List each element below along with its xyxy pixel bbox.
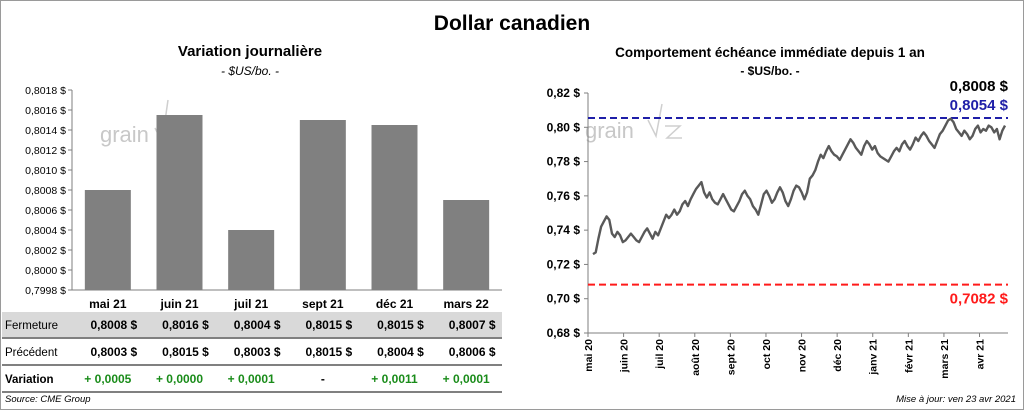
watermark-mark xyxy=(665,125,682,139)
bar xyxy=(84,190,131,290)
line-y-tick-label: 0,82 $ xyxy=(547,86,581,100)
table-cell: 0,8015 $ xyxy=(305,345,352,359)
bar xyxy=(371,125,418,290)
table-cell: 0,8004 $ xyxy=(234,318,281,332)
table-cell: + 0,0011 xyxy=(371,372,418,386)
bar-y-tick-label: 0,8008 $ xyxy=(25,185,66,197)
line-x-tick-label: oct 20 xyxy=(761,339,773,370)
table-cell: 0,8015 $ xyxy=(162,345,209,359)
line-x-tick-label: août 20 xyxy=(690,339,702,376)
watermark-mark xyxy=(647,103,663,139)
bar-y-tick-label: 0,8014 $ xyxy=(25,125,66,137)
line-y-tick-label: 0,72 $ xyxy=(547,257,581,271)
line-x-tick-label: janv 21 xyxy=(868,339,880,376)
table-cell: 0,8016 $ xyxy=(162,318,209,332)
price-series-line xyxy=(592,117,1007,256)
table-cell: - xyxy=(321,372,325,386)
table-cell: 0,8015 $ xyxy=(377,318,424,332)
line-y-tick-label: 0,78 $ xyxy=(547,155,581,169)
line-chart-subtitle: - $US/bo. - xyxy=(740,64,800,78)
table-cell: 0,8003 $ xyxy=(234,345,281,359)
bar xyxy=(443,200,490,290)
line-y-tick-label: 0,68 $ xyxy=(547,326,581,340)
line-x-tick-label: déc 20 xyxy=(832,339,844,372)
table-cell: 0,8003 $ xyxy=(90,345,137,359)
bar-y-tick-label: 0,8018 $ xyxy=(25,85,66,97)
table-row-label: Fermeture xyxy=(5,320,58,332)
line-x-tick-label: nov 20 xyxy=(797,339,809,372)
table-cell: 0,8006 $ xyxy=(449,345,496,359)
bar-category-label: déc 21 xyxy=(376,297,414,311)
bar-category-label: juin 21 xyxy=(159,297,198,311)
table-cell: + 0,0005 xyxy=(84,372,131,386)
bar-category-label: mai 21 xyxy=(89,297,127,311)
table-cell: + 0,0001 xyxy=(443,372,490,386)
bar-category-label: sept 21 xyxy=(302,297,344,311)
bar-chart-subtitle: - $US/bo. - xyxy=(220,64,280,78)
line-x-tick-label: juin 20 xyxy=(619,339,631,373)
bar-y-tick-label: 0,8012 $ xyxy=(25,145,66,157)
table-cell: 0,8015 $ xyxy=(305,318,352,332)
line-y-tick-label: 0,74 $ xyxy=(547,223,581,237)
table-row-shade xyxy=(2,312,502,337)
bar-chart-title: Variation journalière xyxy=(177,43,323,60)
bar-y-tick-label: 0,8016 $ xyxy=(25,105,66,117)
bar-category-label: mars 22 xyxy=(443,297,489,311)
bar-y-tick-label: 0,8006 $ xyxy=(25,205,66,217)
line-y-tick-label: 0,80 $ xyxy=(547,120,581,134)
update-note: Mise à jour: ven 23 avr 2021 xyxy=(896,394,1016,405)
line-x-tick-label: mars 21 xyxy=(939,339,951,379)
low-value-label: 0,7082 $ xyxy=(950,291,1009,308)
table-row-label: Variation xyxy=(5,374,54,386)
source-note: Source: CME Group xyxy=(5,394,91,405)
line-x-tick-label: juil 20 xyxy=(654,339,666,370)
bar-y-tick-label: 0,8004 $ xyxy=(25,225,66,237)
bar-y-tick-label: 0,8010 $ xyxy=(25,165,66,177)
line-x-tick-label: avr 21 xyxy=(975,339,987,370)
line-x-tick-label: sept 20 xyxy=(725,339,737,375)
last-value-label: 0,8008 $ xyxy=(950,78,1009,95)
bar xyxy=(299,120,346,290)
table-cell: 0,8004 $ xyxy=(377,345,424,359)
bar xyxy=(156,115,203,290)
page-title: Dollar canadien xyxy=(433,12,591,35)
bar-y-tick-label: 0,8002 $ xyxy=(25,245,66,257)
watermark-text: grain xyxy=(100,122,149,147)
bar xyxy=(228,230,275,290)
table-row-label: Précédent xyxy=(5,347,58,359)
line-y-tick-label: 0,70 $ xyxy=(547,292,581,306)
line-x-tick-label: mai 20 xyxy=(583,339,595,372)
bar-category-label: juil 21 xyxy=(233,297,268,311)
line-y-tick-label: 0,76 $ xyxy=(547,189,581,203)
table-cell: + 0,0001 xyxy=(228,372,275,386)
line-chart-title: Comportement échéance immédiate depuis 1… xyxy=(615,45,925,60)
bar-y-tick-label: 0,7998 $ xyxy=(25,285,66,297)
line-x-tick-label: févr 21 xyxy=(903,339,915,373)
table-cell: 0,8008 $ xyxy=(90,318,137,332)
table-cell: 0,8007 $ xyxy=(449,318,496,332)
bar-y-tick-label: 0,8000 $ xyxy=(25,265,66,277)
high-value-label: 0,8054 $ xyxy=(950,97,1009,114)
watermark-text: grain xyxy=(585,118,634,143)
table-cell: + 0,0000 xyxy=(156,372,203,386)
